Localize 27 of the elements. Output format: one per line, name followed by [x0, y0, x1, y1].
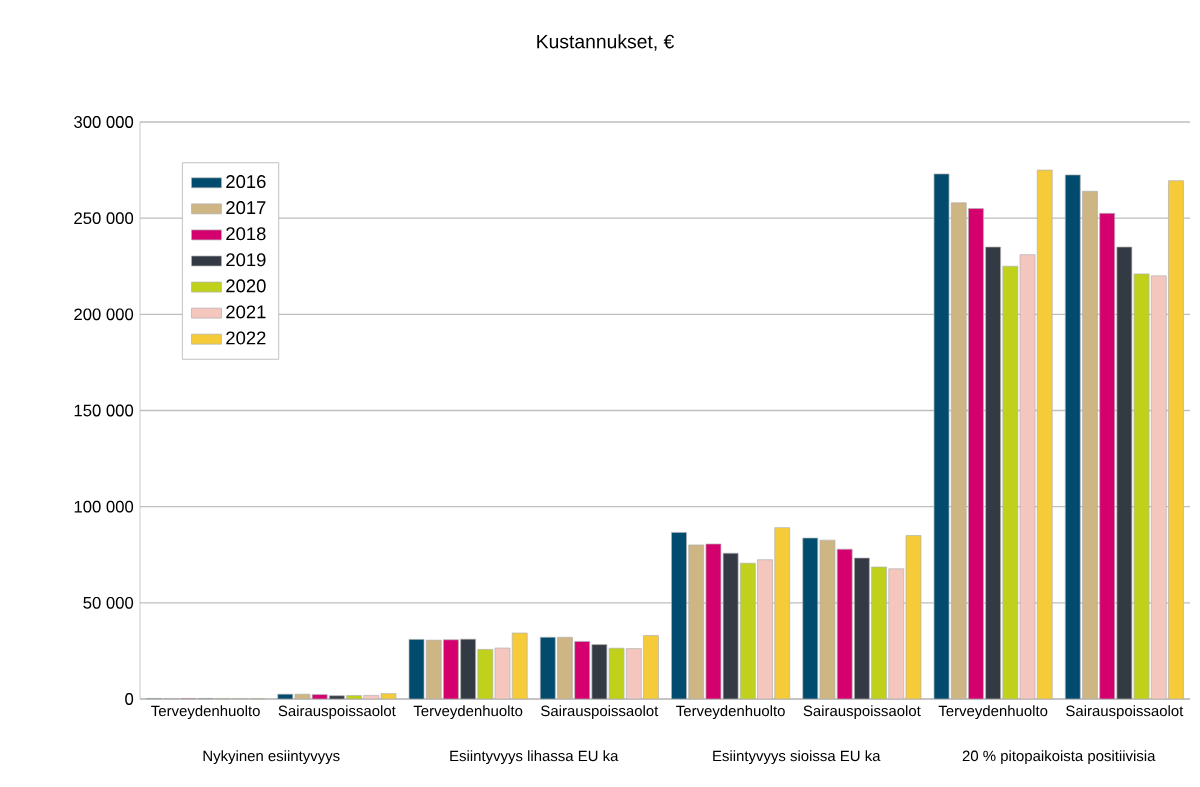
x-tick-label: Sairauspoissaolot: [278, 705, 396, 720]
y-tick-label: 300 000: [74, 116, 134, 128]
x-tick-label: Sairauspoissaolot: [803, 705, 921, 720]
legend-label: 2016: [226, 175, 266, 189]
x-tick-label: Sairauspoissaolot: [541, 705, 659, 720]
y-tick-label: 200 000: [74, 308, 134, 321]
text: Esiintyvyys sioissa EU ka: [713, 750, 881, 765]
text: 20 % pitopaikoista positiivisia: [962, 750, 1156, 765]
y-tick-label: 50 000: [83, 596, 134, 609]
text: Esiintyvyys lihassa EU ka: [450, 750, 619, 765]
text: Nykyinen esiintyvyys: [203, 750, 340, 765]
chart-title: Kustannukset, €: [537, 34, 675, 51]
x-tick-label: Terveydenhuolto: [676, 705, 785, 720]
y-tick-label: 250 000: [74, 212, 134, 225]
legend-label: 2018: [226, 227, 266, 241]
x-tick-label: Sairauspoissaolot: [1066, 705, 1184, 720]
legend-label: 2019: [226, 253, 266, 267]
legend-label: 2021: [226, 305, 266, 319]
legend-label: 2022: [226, 331, 266, 345]
x-tick-label: Terveydenhuolto: [413, 705, 523, 720]
y-tick-label: 100 000: [74, 500, 134, 513]
x-tick-label: Terveydenhuolto: [151, 705, 260, 720]
y-tick-label: 0: [125, 693, 134, 705]
legend-label: 2017: [226, 201, 266, 215]
x-tick-label: Terveydenhuolto: [938, 705, 1048, 720]
legend-label: 2020: [226, 279, 266, 293]
y-tick-label: 150 000: [74, 404, 134, 417]
